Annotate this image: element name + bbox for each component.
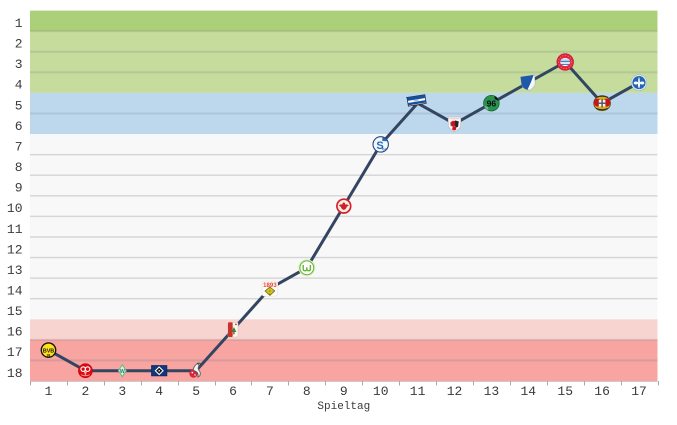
svg-text:Spieltag: Spieltag bbox=[317, 401, 370, 413]
svg-text:09: 09 bbox=[47, 353, 51, 357]
svg-text:8: 8 bbox=[15, 160, 23, 175]
svg-text:1: 1 bbox=[15, 16, 23, 31]
svg-text:15: 15 bbox=[7, 304, 23, 319]
svg-text:7: 7 bbox=[266, 384, 274, 399]
svg-text:5: 5 bbox=[192, 384, 200, 399]
svg-text:10: 10 bbox=[373, 384, 389, 399]
svg-text:16: 16 bbox=[594, 384, 610, 399]
svg-text:3: 3 bbox=[118, 384, 126, 399]
svg-text:9: 9 bbox=[340, 384, 348, 399]
svg-text:1893: 1893 bbox=[263, 283, 277, 289]
svg-text:10: 10 bbox=[7, 201, 23, 216]
svg-text:13: 13 bbox=[484, 384, 500, 399]
svg-text:12: 12 bbox=[447, 384, 463, 399]
svg-text:8: 8 bbox=[303, 384, 311, 399]
svg-text:13: 13 bbox=[7, 263, 23, 278]
svg-text:96: 96 bbox=[487, 99, 497, 109]
svg-text:11: 11 bbox=[410, 384, 426, 399]
svg-text:5: 5 bbox=[15, 98, 23, 113]
svg-text:6: 6 bbox=[229, 384, 237, 399]
svg-text:W: W bbox=[120, 369, 125, 375]
svg-text:15: 15 bbox=[557, 384, 573, 399]
svg-text:14: 14 bbox=[520, 384, 536, 399]
svg-text:1: 1 bbox=[45, 384, 53, 399]
svg-text:2: 2 bbox=[15, 37, 23, 52]
svg-text:17: 17 bbox=[631, 384, 647, 399]
svg-text:4: 4 bbox=[15, 78, 23, 93]
svg-text:11: 11 bbox=[7, 222, 23, 237]
svg-text:7: 7 bbox=[15, 140, 23, 155]
svg-text:16: 16 bbox=[7, 325, 23, 340]
svg-text:2: 2 bbox=[81, 384, 89, 399]
svg-text:12: 12 bbox=[7, 242, 23, 257]
svg-text:3: 3 bbox=[15, 57, 23, 72]
svg-text:18: 18 bbox=[7, 366, 23, 381]
svg-text:04: 04 bbox=[382, 146, 387, 151]
svg-text:14: 14 bbox=[7, 284, 23, 299]
svg-text:BVB: BVB bbox=[43, 349, 54, 355]
svg-text:4: 4 bbox=[155, 384, 163, 399]
svg-text:17: 17 bbox=[7, 345, 23, 360]
svg-text:9: 9 bbox=[15, 181, 23, 196]
svg-text:S: S bbox=[376, 140, 383, 152]
svg-text:6: 6 bbox=[15, 119, 23, 134]
